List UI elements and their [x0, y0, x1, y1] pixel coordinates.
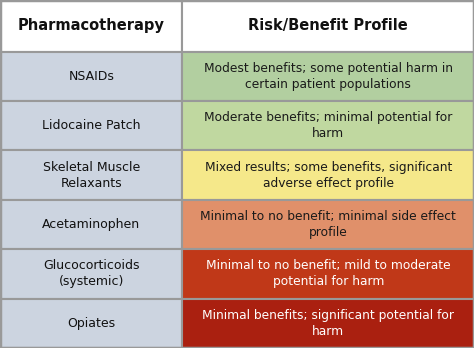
Text: Lidocaine Patch: Lidocaine Patch	[42, 119, 140, 132]
Bar	[0, 299, 182, 348]
Text: Modest benefits; some potential harm in
certain patient populations: Modest benefits; some potential harm in …	[204, 62, 453, 91]
Bar	[182, 150, 474, 200]
Bar	[0, 0, 182, 52]
Bar	[182, 249, 474, 299]
Bar	[0, 200, 182, 249]
Bar	[0, 101, 182, 150]
Text: Opiates: Opiates	[67, 317, 115, 330]
Text: Pharmacotherapy: Pharmacotherapy	[18, 18, 164, 33]
Text: Moderate benefits; minimal potential for
harm: Moderate benefits; minimal potential for…	[204, 111, 452, 140]
Bar	[182, 0, 474, 52]
Text: Risk/Benefit Profile: Risk/Benefit Profile	[248, 18, 408, 33]
Text: Minimal to no benefit; mild to moderate
potential for harm: Minimal to no benefit; mild to moderate …	[206, 259, 451, 288]
Text: Skeletal Muscle
Relaxants: Skeletal Muscle Relaxants	[43, 160, 140, 190]
Bar	[0, 52, 182, 101]
Bar	[182, 299, 474, 348]
Text: NSAIDs: NSAIDs	[68, 70, 114, 83]
Text: Minimal to no benefit; minimal side effect
profile: Minimal to no benefit; minimal side effe…	[201, 210, 456, 239]
Bar	[0, 249, 182, 299]
Text: Minimal benefits; significant potential for
harm: Minimal benefits; significant potential …	[202, 309, 454, 338]
Bar	[182, 52, 474, 101]
Text: Acetaminophen: Acetaminophen	[42, 218, 140, 231]
Bar	[182, 200, 474, 249]
Text: Mixed results; some benefits, significant
adverse effect profile: Mixed results; some benefits, significan…	[205, 160, 452, 190]
Bar	[182, 101, 474, 150]
Text: Glucocorticoids
(systemic): Glucocorticoids (systemic)	[43, 259, 139, 288]
Bar	[0, 150, 182, 200]
